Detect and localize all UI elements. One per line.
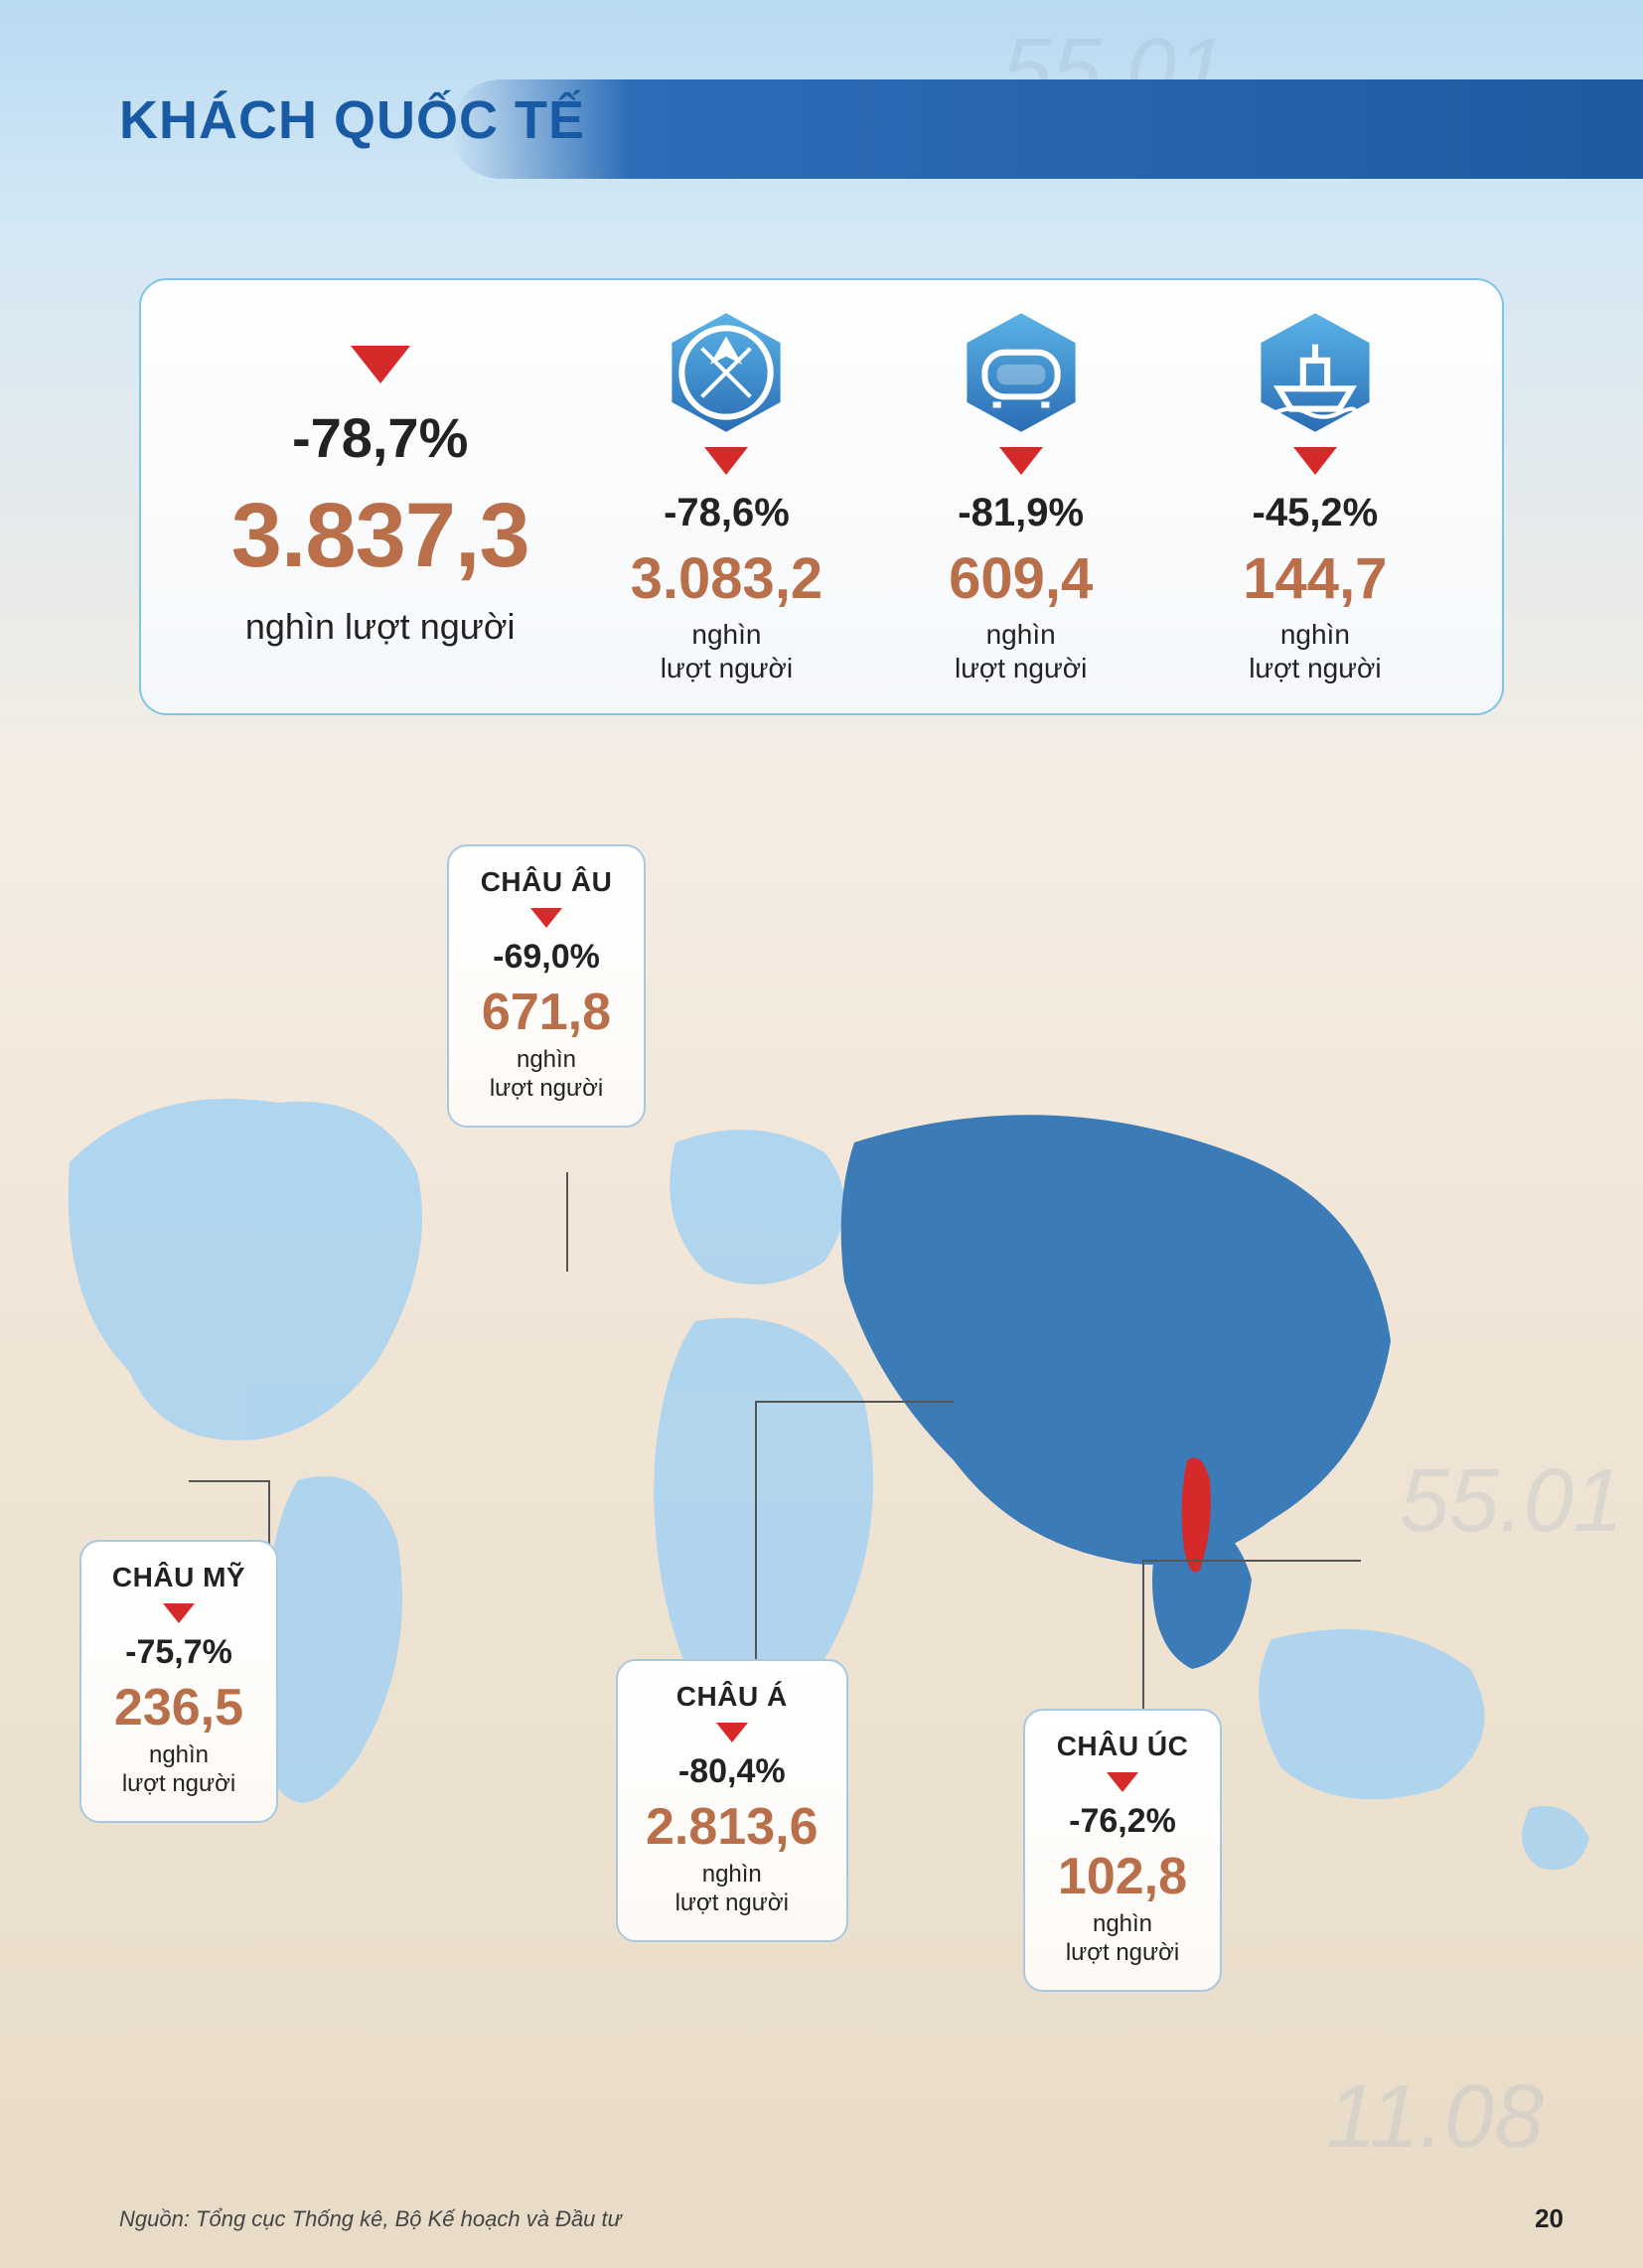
- connector-line: [1142, 1560, 1144, 1719]
- air-unit: nghìnlượt người: [579, 618, 873, 684]
- down-arrow-icon: [1107, 1772, 1138, 1792]
- hexagon-road: [957, 308, 1086, 437]
- connector-line: [566, 1172, 568, 1272]
- total-column: -78,7% 3.837,3 nghìn lượt người: [181, 346, 579, 648]
- region-percent: -69,0%: [477, 938, 616, 977]
- connector-line: [755, 1401, 757, 1659]
- total-unit: nghìn lượt người: [181, 606, 579, 648]
- page-number: 20: [1535, 2203, 1564, 2234]
- transport-road: -81,9% 609,4 nghìnlượt người: [874, 308, 1168, 684]
- region-card-europe: CHÂU ÂU -69,0% 671,8 nghìnlượt người: [447, 844, 646, 1128]
- down-arrow-icon: [716, 1723, 748, 1742]
- region-value: 102,8: [1053, 1847, 1192, 1906]
- region-name: CHÂU MỸ: [109, 1562, 248, 1593]
- sea-value: 144,7: [1168, 545, 1462, 612]
- region-name: CHÂU ÂU: [477, 866, 616, 898]
- world-map-section: CHÂU ÂU -69,0% 671,8 nghìnlượt người CHÂ…: [0, 844, 1643, 2037]
- down-arrow-icon: [163, 1603, 195, 1623]
- down-arrow-icon: [999, 447, 1043, 475]
- page-header: KHÁCH QUỐC TẾ: [0, 0, 1643, 238]
- down-arrow-icon: [351, 346, 410, 383]
- hexagon-sea: [1251, 308, 1380, 437]
- down-arrow-icon: [1293, 447, 1337, 475]
- road-unit: nghìnlượt người: [874, 618, 1168, 684]
- bg-decoration: 11.08: [1326, 2066, 1544, 2169]
- transport-air: -78,6% 3.083,2 nghìnlượt người: [579, 308, 873, 684]
- region-card-oceania: CHÂU ÚC -76,2% 102,8 nghìnlượt người: [1023, 1709, 1222, 1992]
- title-banner: [451, 79, 1643, 179]
- airplane-icon: [662, 308, 791, 437]
- region-value: 2.813,6: [646, 1797, 819, 1857]
- region-percent: -76,2%: [1053, 1802, 1192, 1841]
- region-unit: nghìnlượt người: [109, 1741, 248, 1799]
- region-card-americas: CHÂU MỸ -75,7% 236,5 nghìnlượt người: [79, 1540, 278, 1823]
- transport-sea: -45,2% 144,7 nghìnlượt người: [1168, 308, 1462, 684]
- region-value: 671,8: [477, 983, 616, 1042]
- region-card-asia: CHÂU Á -80,4% 2.813,6 nghìnlượt người: [616, 1659, 848, 1942]
- connector-line: [189, 1480, 268, 1482]
- connector-line: [755, 1401, 954, 1403]
- region-percent: -80,4%: [646, 1752, 819, 1791]
- car-icon: [957, 308, 1086, 437]
- total-value: 3.837,3: [181, 484, 579, 588]
- road-value: 609,4: [874, 545, 1168, 612]
- source-text: Nguồn: Tổng cục Thống kê, Bộ Kế hoạch và…: [119, 2206, 622, 2232]
- region-unit: nghìnlượt người: [646, 1861, 819, 1918]
- page-footer: Nguồn: Tổng cục Thống kê, Bộ Kế hoạch và…: [119, 2203, 1564, 2234]
- region-name: CHÂU Á: [646, 1681, 819, 1713]
- page-title: KHÁCH QUỐC TẾ: [119, 89, 585, 151]
- road-percent: -81,9%: [874, 491, 1168, 535]
- region-percent: -75,7%: [109, 1633, 248, 1672]
- air-percent: -78,6%: [579, 491, 873, 535]
- air-value: 3.083,2: [579, 545, 873, 612]
- hexagon-air: [662, 308, 791, 437]
- summary-card: -78,7% 3.837,3 nghìn lượt người -78,6% 3…: [139, 278, 1504, 715]
- region-unit: nghìnlượt người: [1053, 1910, 1192, 1968]
- down-arrow-icon: [530, 908, 562, 928]
- region-value: 236,5: [109, 1678, 248, 1738]
- down-arrow-icon: [704, 447, 748, 475]
- region-name: CHÂU ÚC: [1053, 1731, 1192, 1762]
- ship-icon: [1251, 308, 1380, 437]
- sea-unit: nghìnlượt người: [1168, 618, 1462, 684]
- sea-percent: -45,2%: [1168, 491, 1462, 535]
- connector-line: [1142, 1560, 1361, 1562]
- region-unit: nghìnlượt người: [477, 1046, 616, 1104]
- total-percent: -78,7%: [181, 405, 579, 470]
